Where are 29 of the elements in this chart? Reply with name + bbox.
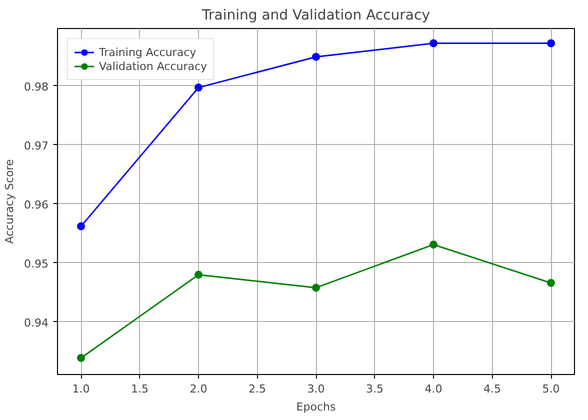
y-tick-label: 0.98 [24, 80, 49, 94]
point [194, 270, 202, 279]
x-tick-label: 4.0 [424, 382, 442, 396]
point [194, 84, 202, 92]
x-tick-label: 4.5 [484, 382, 502, 396]
y-tick-label: 0.96 [24, 198, 49, 212]
x-tick-label: 3.0 [307, 382, 325, 396]
x-tick-label: 1.0 [72, 382, 90, 396]
x-tick-label: 2.0 [190, 382, 208, 396]
point [77, 354, 85, 362]
point [77, 222, 85, 230]
point [430, 39, 438, 48]
y-axis-title: Accuracy Score [3, 159, 16, 244]
x-axis-title: Epochs [296, 400, 336, 414]
x-tick-label: 1.5 [131, 382, 149, 396]
legend-label: Training Accuracy [99, 45, 196, 59]
legend-label: Validation Accuracy [99, 59, 208, 73]
x-tick-label: 2.5 [248, 382, 266, 396]
point [430, 240, 438, 249]
y-tick-label: 0.97 [24, 139, 49, 152]
y-tick-label: 0.94 [24, 316, 49, 330]
x-tick-label: 5.0 [542, 382, 560, 396]
x-tick-label: 3.5 [366, 382, 384, 396]
point [312, 284, 320, 292]
y-tick-label: 0.95 [24, 257, 49, 270]
point [547, 39, 555, 48]
point [547, 278, 555, 287]
chart-title: Training and Validation Accuracy [201, 8, 430, 24]
point [312, 52, 320, 61]
